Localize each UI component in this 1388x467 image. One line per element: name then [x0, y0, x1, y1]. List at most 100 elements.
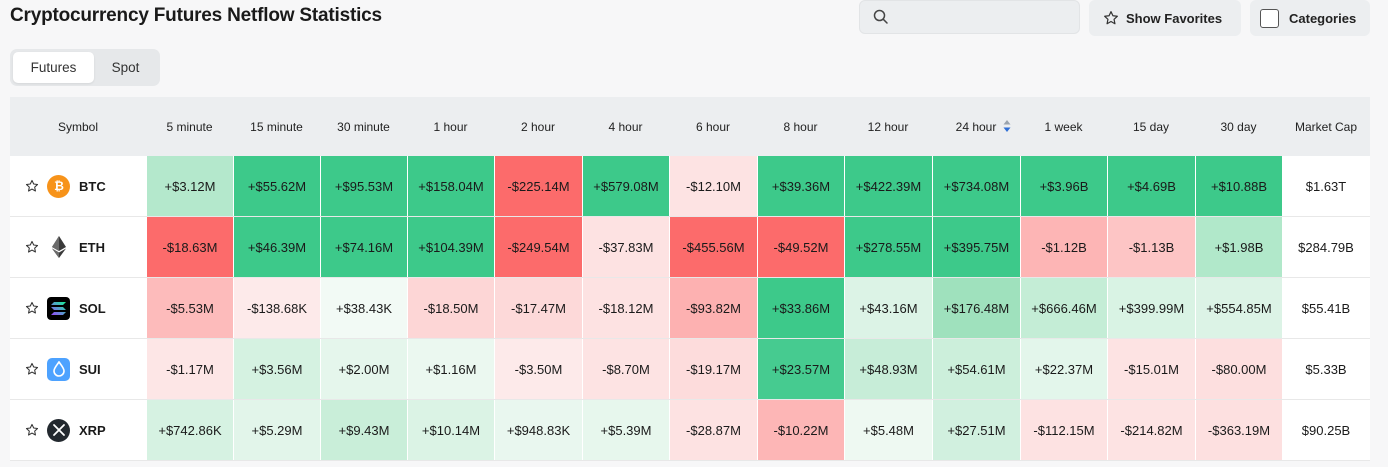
netflow-cell-1-week: +$666.46M [1020, 278, 1107, 338]
netflow-cell-8-hour: +$39.36M [757, 156, 844, 216]
column-header-30-day[interactable]: 30 day [1195, 97, 1282, 156]
netflow-cell-4-hour: -$18.12M [582, 278, 669, 338]
favorite-star-icon[interactable] [25, 301, 39, 315]
netflow-cell-15-day: -$214.82M [1107, 400, 1195, 460]
table-row[interactable]: SOL -$5.53M -$138.68K +$38.43K -$18.50M -$17.… [10, 278, 1370, 339]
netflow-cell-4-hour: -$8.70M [582, 339, 669, 399]
netflow-cell-1-hour: +$1.16M [407, 339, 494, 399]
column-header-label: 15 day [1132, 119, 1170, 134]
sort-icon[interactable] [1003, 119, 1011, 133]
netflow-cell-30-minute: +$38.43K [320, 278, 407, 338]
column-header-6-hour[interactable]: 6 hour [669, 97, 757, 156]
column-header-label: Symbol [57, 119, 98, 134]
column-header-15-day[interactable]: 15 day [1107, 97, 1195, 156]
market-cap-cell: $284.79B [1298, 239, 1354, 255]
favorite-star-icon[interactable] [25, 423, 39, 437]
market-cap-cell: $5.33B [1305, 361, 1347, 377]
symbol-label[interactable]: BTC [79, 178, 106, 194]
table-row[interactable]: ₿ BTC +$3.12M +$55.62M +$95.53M +$158.04M -$22… [10, 156, 1370, 217]
table-row[interactable]: SUI -$1.17M +$3.56M +$2.00M +$1.16M -$3.50M -$… [10, 339, 1370, 400]
column-header-symbol[interactable]: Symbol [10, 97, 146, 156]
netflow-cell-24-hour: +$54.61M [932, 339, 1020, 399]
symbol-label[interactable]: XRP [79, 422, 106, 438]
netflow-cell-12-hour: +$278.55M [844, 217, 932, 277]
symbol-label[interactable]: ETH [79, 239, 105, 255]
favorite-star-icon[interactable] [25, 179, 39, 193]
netflow-cell-1-week: +$3.96B [1020, 156, 1107, 216]
column-header-12-hour[interactable]: 12 hour [844, 97, 932, 156]
symbol-cell: SUI [25, 339, 101, 399]
netflow-cell-6-hour: -$455.56M [669, 217, 757, 277]
market-cap-cell: $90.25B [1301, 422, 1351, 438]
market-cap-cell: $55.41B [1301, 300, 1351, 316]
column-header-label: 8 hour [783, 119, 818, 134]
column-header-market-cap[interactable]: Market Cap [1282, 97, 1370, 156]
table-header: Symbol 5 minute 15 minute 30 minute 1 hour 2 … [10, 97, 1370, 156]
page-title: Cryptocurrency Futures Netflow Statistic… [10, 5, 382, 26]
column-header-24-hour[interactable]: 24 hour [932, 97, 1020, 156]
netflow-cell-1-week: +$22.37M [1020, 339, 1107, 399]
netflow-cell-5-minute: -$18.63M [146, 217, 233, 277]
symbol-cell: SOL [25, 278, 106, 338]
column-header-8-hour[interactable]: 8 hour [757, 97, 844, 156]
netflow-cell-30-day: +$10.88B [1195, 156, 1282, 216]
netflow-cell-30-day: -$80.00M [1195, 339, 1282, 399]
solana-icon [47, 296, 70, 320]
tab-spot[interactable]: Spot [111, 60, 140, 75]
netflow-cell-1-hour: -$18.50M [407, 278, 494, 338]
ethereum-icon [47, 236, 70, 259]
netflow-cell-6-hour: -$12.10M [669, 156, 757, 216]
netflow-cell-30-day: +$1.98B [1195, 217, 1282, 277]
column-header-label: 12 hour [867, 119, 909, 134]
netflow-cell-15-day: +$399.99M [1107, 278, 1195, 338]
symbol-cell: ETH [25, 217, 105, 277]
netflow-cell-24-hour: +$734.08M [932, 156, 1020, 216]
netflow-cell-4-hour: -$37.83M [582, 217, 669, 277]
search-box[interactable] [859, 0, 1080, 34]
netflow-cell-8-hour: -$10.22M [757, 400, 844, 460]
netflow-cell-30-day: -$363.19M [1195, 400, 1282, 460]
netflow-cell-8-hour: +$33.86M [757, 278, 844, 338]
show-favorites-button[interactable]: Show Favorites [1089, 0, 1241, 36]
column-header-label: 5 minute [166, 119, 213, 134]
netflow-cell-1-week: -$112.15M [1020, 400, 1107, 460]
netflow-cell-15-minute: +$5.29M [233, 400, 320, 460]
netflow-cell-8-hour: -$49.52M [757, 217, 844, 277]
column-header-5-minute[interactable]: 5 minute [146, 97, 233, 156]
symbol-label[interactable]: SOL [79, 300, 106, 316]
table-row[interactable]: ETH -$18.63M +$46.39M +$74.16M +$104.39M -$24… [10, 217, 1370, 278]
netflow-cell-30-minute: +$95.53M [320, 156, 407, 216]
netflow-cell-2-hour: -$17.47M [494, 278, 582, 338]
netflow-cell-6-hour: -$28.87M [669, 400, 757, 460]
sui-icon [47, 357, 70, 381]
column-header-15-minute[interactable]: 15 minute [233, 97, 320, 156]
netflow-cell-4-hour: +$5.39M [582, 400, 669, 460]
netflow-cell-15-day: -$1.13B [1107, 217, 1195, 277]
favorite-star-icon[interactable] [25, 240, 39, 254]
market-cap-cell: $1.63T [1305, 178, 1347, 194]
netflow-cell-15-minute: +$55.62M [233, 156, 320, 216]
favorite-star-icon[interactable] [25, 362, 39, 376]
search-icon [873, 9, 888, 24]
column-header-label: 15 minute [250, 119, 303, 134]
column-header-2-hour[interactable]: 2 hour [494, 97, 582, 156]
table-row[interactable]: XRP +$742.86K +$5.29M +$9.43M +$10.14M +$948.… [10, 400, 1370, 461]
categories-button[interactable]: Categories [1250, 0, 1370, 36]
netflow-cell-24-hour: +$395.75M [932, 217, 1020, 277]
netflow-cell-30-day: +$554.85M [1195, 278, 1282, 338]
search-input[interactable] [900, 7, 1070, 27]
column-header-1-week[interactable]: 1 week [1020, 97, 1107, 156]
netflow-cell-24-hour: +$176.48M [932, 278, 1020, 338]
netflow-cell-6-hour: -$19.17M [669, 339, 757, 399]
column-header-30-minute[interactable]: 30 minute [320, 97, 407, 156]
tab-futures[interactable]: Futures [13, 52, 94, 83]
column-header-label: 1 week [1044, 119, 1083, 134]
netflow-cell-2-hour: -$3.50M [494, 339, 582, 399]
symbol-label[interactable]: SUI [79, 361, 101, 377]
column-header-1-hour[interactable]: 1 hour [407, 97, 494, 156]
symbol-cell: XRP [25, 400, 106, 460]
netflow-cell-4-hour: +$579.08M [582, 156, 669, 216]
netflow-cell-12-hour: +$422.39M [844, 156, 932, 216]
column-header-4-hour[interactable]: 4 hour [582, 97, 669, 156]
categories-checkbox[interactable] [1260, 8, 1279, 28]
